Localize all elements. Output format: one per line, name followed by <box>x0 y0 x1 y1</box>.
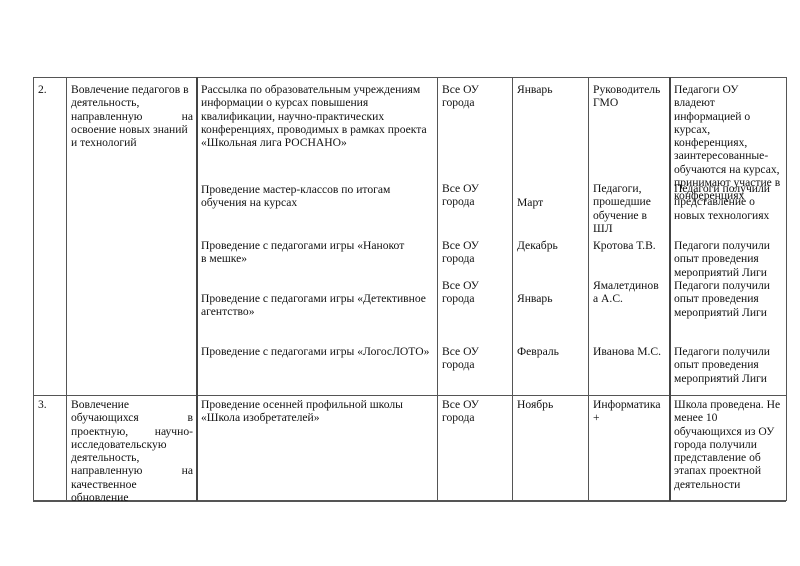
row-divider <box>33 395 786 396</box>
goal-text: направленную <box>71 109 143 123</box>
month-cell: Декабрь <box>517 239 558 252</box>
row-number: 2. <box>38 83 47 96</box>
responsible-cell: Ямалетдинов а А.С. <box>593 279 659 306</box>
goal-text: на <box>181 109 193 123</box>
table-border-top <box>33 77 786 78</box>
participants-cell: Все ОУ города <box>442 182 479 209</box>
participants-cell: Все ОУ города <box>442 239 479 266</box>
goal-line: деятельность, <box>71 96 140 110</box>
row-goal: Вовлечение педагогов в деятельность, нап… <box>71 83 193 149</box>
goal-line: Вовлечение педагогов в <box>71 83 189 96</box>
col-border <box>669 77 671 501</box>
month-cell: Февраль <box>517 345 559 358</box>
table-border-bottom <box>33 500 786 502</box>
goal-line: направленную на <box>71 110 193 123</box>
month-cell: Март <box>517 196 544 209</box>
responsible-cell: Руководитель ГМО <box>593 83 661 110</box>
participants-cell: Все ОУ города <box>442 345 479 372</box>
goal-line: и технологий <box>71 136 137 150</box>
col-border <box>66 77 67 501</box>
col-border <box>196 77 198 501</box>
row-number: 3. <box>38 398 47 411</box>
col-border <box>588 77 589 501</box>
result-cell: Педагоги получили представление о новых … <box>674 182 770 222</box>
activity-cell: Проведение осенней профильной школы «Шко… <box>201 398 403 425</box>
responsible-cell: Информатика + <box>593 398 661 425</box>
activity-cell: Проведение с педагогами игры «ЛогосЛОТО» <box>201 345 430 358</box>
col-border <box>437 77 438 501</box>
result-cell: Педагоги получили опыт проведения меропр… <box>674 279 770 319</box>
responsible-cell: Педагоги, прошедшие обучение в ШЛ <box>593 182 651 235</box>
result-cell: Педагоги получили опыт проведения меропр… <box>674 239 770 279</box>
col-border <box>512 77 513 501</box>
col-border <box>786 77 787 501</box>
result-cell: Педагоги ОУ владеют информацией о курсах… <box>674 83 781 203</box>
activity-cell: Проведение с педагогами игры «Нанокот в … <box>201 239 405 266</box>
month-cell: Январь <box>517 83 553 96</box>
month-cell: Ноябрь <box>517 398 554 411</box>
result-cell: Школа проведена. Не менее 10 обучающихся… <box>674 398 781 491</box>
activity-cell: Проведение мастер-классов по итогам обуч… <box>201 183 391 210</box>
participants-cell: Все ОУ города <box>442 83 479 110</box>
participants-cell: Все ОУ города <box>442 398 479 425</box>
activity-cell: Рассылка по образовательным учреждениям … <box>201 83 427 150</box>
responsible-cell: Иванова М.С. <box>593 345 662 358</box>
result-cell: Педагоги получили опыт проведения меропр… <box>674 345 770 385</box>
row-goal: Вовлечение обучающихся в проектную, науч… <box>71 398 193 505</box>
month-cell: Январь <box>517 292 553 305</box>
participants-cell: Все ОУ города <box>442 279 479 306</box>
activity-cell: Проведение с педагогами игры «Детективно… <box>201 292 426 319</box>
responsible-cell: Кротова Т.В. <box>593 239 656 252</box>
goal-line: освоение новых знаний <box>71 122 188 136</box>
col-border <box>33 77 34 501</box>
